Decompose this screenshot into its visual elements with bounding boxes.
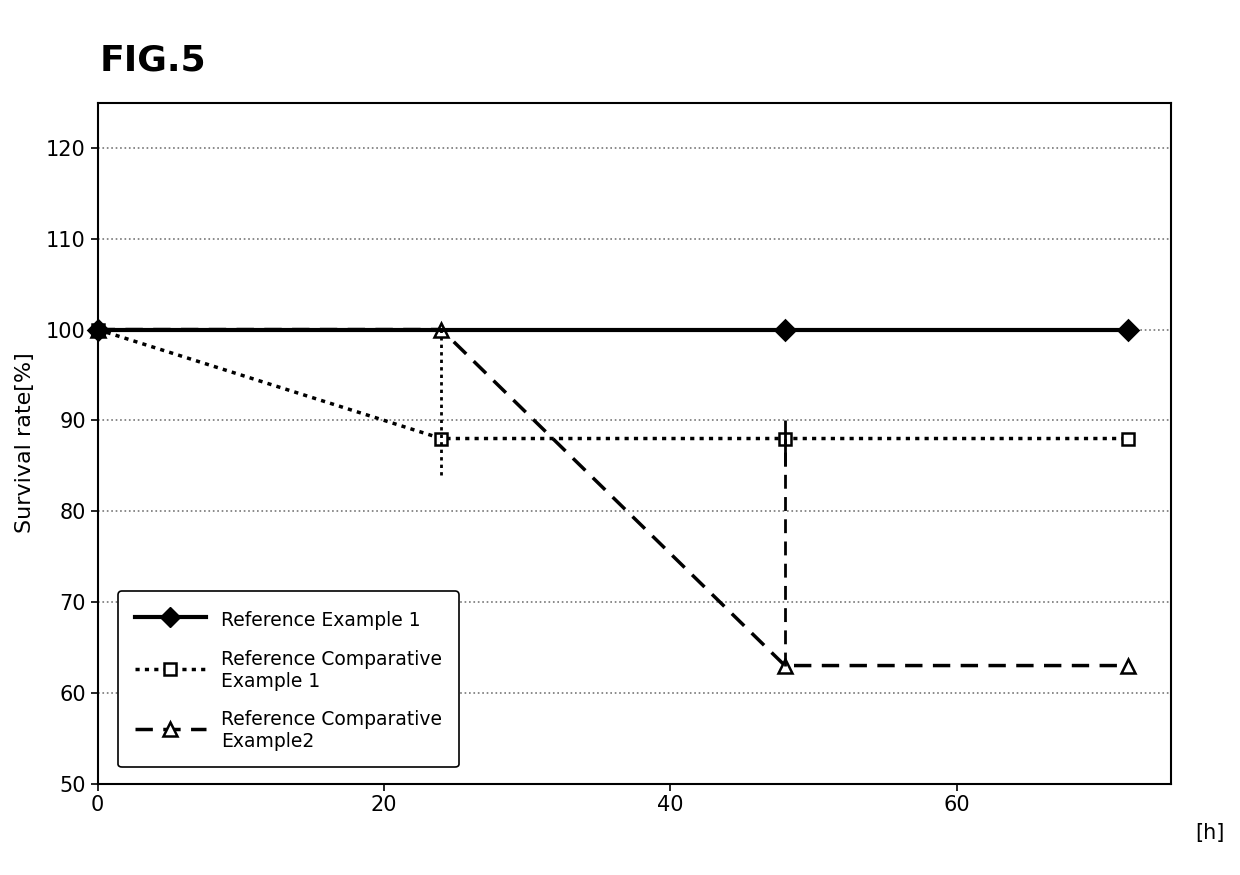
Text: [h]: [h] [1195,822,1225,843]
Text: FIG.5: FIG.5 [99,44,206,78]
Legend: Reference Example 1, Reference Comparative
Example 1, Reference Comparative
Exam: Reference Example 1, Reference Comparati… [118,592,459,767]
Y-axis label: Survival rate[%]: Survival rate[%] [15,353,35,534]
